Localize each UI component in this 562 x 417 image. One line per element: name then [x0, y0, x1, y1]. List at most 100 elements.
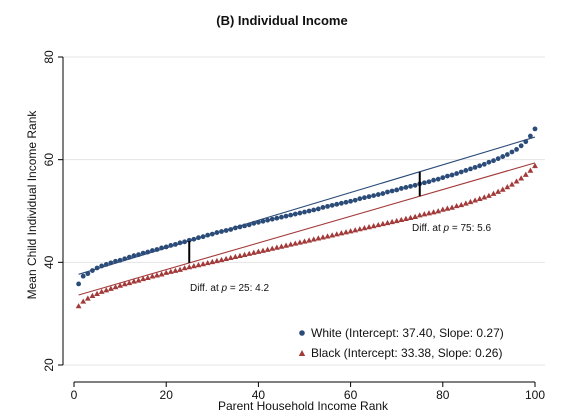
point-white-35 [232, 225, 238, 231]
point-black-92 [495, 188, 502, 194]
difference-annotations: Diff. at p = 75: 5.6 Diff. at p = 25: 4.2 [188, 171, 491, 294]
point-black-34 [227, 254, 234, 261]
tick-label-y-40: 40 [42, 255, 56, 269]
point-white-61 [352, 197, 358, 203]
point-black-35 [232, 253, 239, 260]
point-black-3 [84, 295, 91, 301]
point-white-88 [477, 163, 483, 169]
fit-lines [78, 136, 536, 296]
point-black-25 [186, 264, 193, 270]
point-white-12 [126, 254, 132, 260]
point-white-65 [371, 193, 377, 199]
point-black-11 [121, 280, 128, 287]
point-black-44 [273, 244, 280, 250]
point-black-28 [200, 260, 206, 267]
point-white-47 [288, 212, 294, 218]
point-white-46 [283, 213, 289, 219]
point-white-31 [214, 230, 220, 235]
point-white-33 [223, 228, 229, 233]
point-white-73 [408, 183, 413, 189]
point-black-14 [135, 277, 142, 283]
point-black-84 [458, 201, 465, 208]
point-black-39 [250, 249, 257, 255]
point-black-69 [389, 218, 395, 225]
point-white-8 [108, 260, 114, 266]
point-white-38 [246, 222, 252, 228]
point-white-86 [468, 166, 473, 172]
point-black-49 [296, 239, 303, 245]
fit-line-white [78, 136, 536, 275]
tick-label-x-0: 0 [71, 388, 78, 402]
point-white-91 [491, 158, 496, 164]
point-black-51 [306, 237, 313, 243]
point-white-13 [131, 253, 137, 259]
point-white-24 [182, 239, 188, 245]
point-white-19 [159, 245, 164, 251]
point-black-55 [324, 233, 331, 239]
legend-marker-black [298, 350, 306, 356]
point-black-95 [509, 181, 515, 187]
point-white-89 [481, 161, 487, 167]
point-black-63 [361, 225, 368, 231]
point-white-57 [334, 201, 340, 207]
point-white-53 [315, 206, 321, 212]
point-black-52 [310, 236, 317, 242]
point-black-87 [472, 197, 478, 203]
point-black-5 [94, 290, 100, 296]
point-black-26 [190, 263, 197, 269]
point-white-82 [449, 172, 455, 178]
point-white-63 [362, 195, 367, 201]
tick-label-x-100: 100 [525, 388, 545, 402]
point-white-56 [329, 202, 335, 208]
point-black-58 [338, 230, 345, 236]
point-white-93 [500, 154, 506, 159]
point-white-77 [426, 179, 432, 185]
point-black-38 [246, 250, 253, 256]
point-black-46 [283, 242, 289, 248]
legend-marker-white [299, 330, 305, 336]
grid-lines [63, 56, 545, 366]
tick-label-y-80: 80 [42, 50, 56, 64]
point-black-73 [407, 214, 414, 220]
point-white-30 [209, 231, 215, 237]
point-black-43 [269, 245, 276, 251]
point-white-83 [454, 171, 460, 176]
point-white-80 [440, 175, 446, 181]
point-black-71 [398, 216, 405, 223]
point-black-99 [527, 167, 534, 173]
point-white-84 [458, 169, 464, 175]
point-black-10 [117, 282, 123, 288]
point-white-92 [495, 156, 501, 162]
point-white-95 [509, 149, 515, 155]
point-black-78 [430, 209, 437, 215]
point-white-76 [421, 180, 427, 186]
point-black-65 [370, 222, 377, 229]
point-black-32 [218, 256, 225, 263]
data-markers [75, 126, 538, 309]
point-white-98 [523, 139, 529, 145]
point-black-33 [223, 255, 230, 262]
tick-label-y-60: 60 [42, 153, 56, 167]
point-white-21 [168, 242, 174, 248]
point-black-68 [384, 219, 391, 226]
point-white-100 [532, 126, 538, 132]
point-white-34 [228, 227, 234, 232]
point-black-1 [75, 303, 82, 309]
point-black-94 [504, 183, 511, 190]
point-white-25 [186, 237, 192, 243]
point-black-36 [237, 252, 243, 258]
point-black-22 [172, 267, 179, 273]
tick-label-x-60: 60 [344, 388, 358, 402]
point-white-28 [200, 234, 206, 240]
point-black-86 [467, 198, 474, 205]
point-black-2 [80, 298, 87, 304]
point-white-71 [398, 186, 404, 191]
point-black-13 [131, 278, 137, 284]
point-black-90 [486, 192, 492, 198]
point-black-8 [107, 285, 114, 291]
point-white-1 [76, 281, 82, 287]
point-white-40 [256, 219, 261, 225]
diff-label-p25: Diff. at p = 25: 4.2 [190, 283, 269, 294]
point-white-18 [154, 247, 160, 252]
